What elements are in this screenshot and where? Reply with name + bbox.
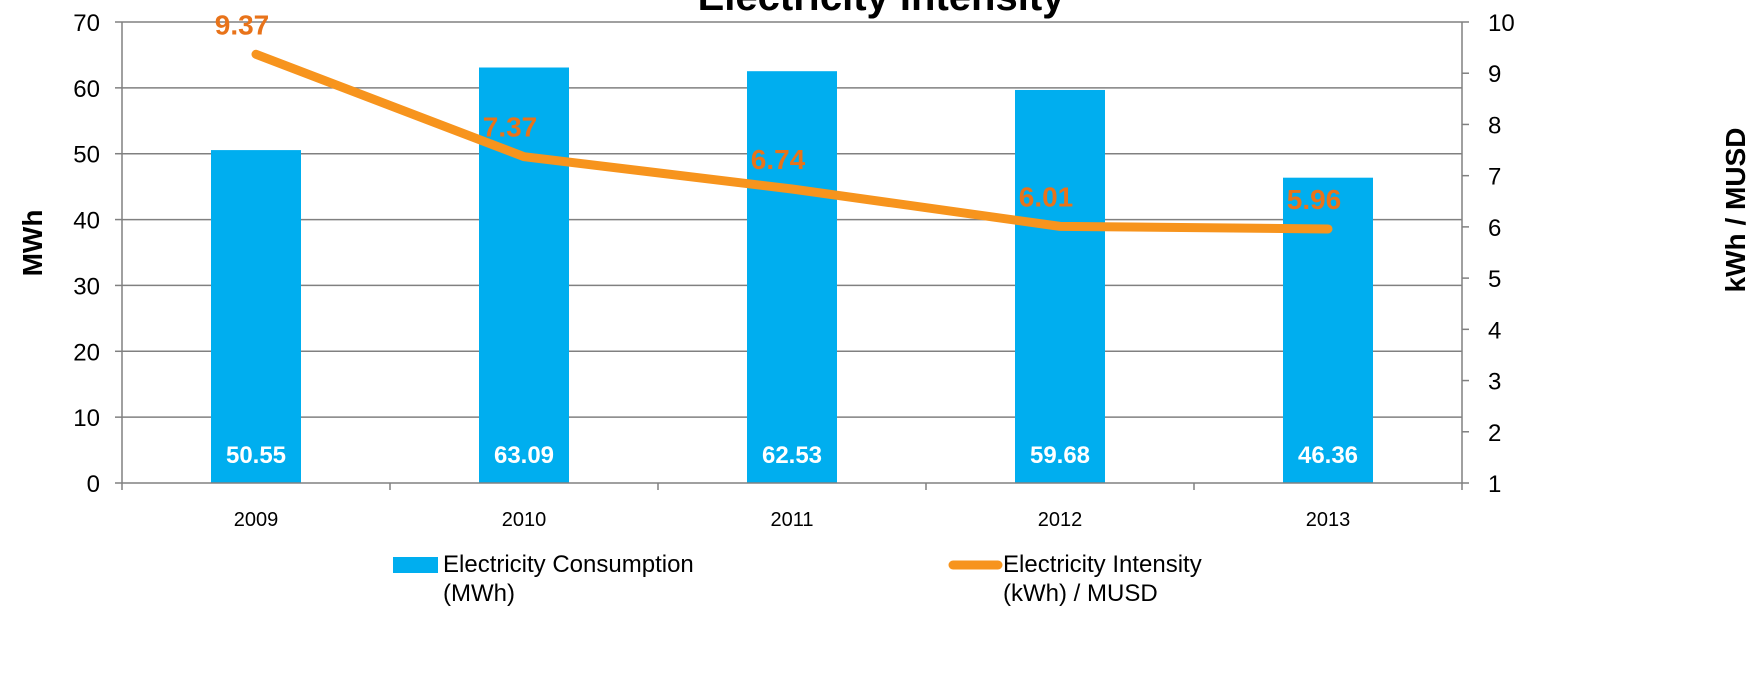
- y-axis-right-tick-label: 8: [1488, 112, 1501, 139]
- x-axis-tick-label: 2009: [234, 509, 279, 531]
- bar-data-label: 46.36: [1298, 442, 1358, 469]
- y-axis-left-title: MWh: [17, 210, 48, 277]
- line-data-label: 6.01: [1019, 181, 1074, 212]
- bar-data-label: 63.09: [494, 442, 554, 469]
- y-axis-right-tick-label: 3: [1488, 369, 1501, 396]
- line-series-path: [251, 49, 1333, 234]
- bar: [747, 71, 837, 483]
- legend-bar-label-2: (MWh): [443, 580, 515, 607]
- legend-line-label-1: Electricity Intensity: [1003, 551, 1202, 578]
- bar: [1283, 177, 1373, 483]
- bar-data-labels: 50.55 63.09 62.53 59.68 46.36: [226, 442, 1358, 469]
- y-axis-left-tick-label: 30: [73, 273, 100, 300]
- x-axis-tick-label: 2010: [502, 509, 547, 531]
- legend-line-label-2: (kWh) / MUSD: [1003, 580, 1158, 607]
- bar: [211, 150, 301, 483]
- x-axis-tick-label: 2013: [1306, 509, 1351, 531]
- chart-title: Electricity Intensity: [698, 0, 1066, 19]
- axes: [115, 21, 1469, 490]
- y-axis-right-tick-label: 6: [1488, 215, 1501, 242]
- line-data-label: 7.37: [483, 112, 538, 143]
- y-axis-right-title: kWh / MUSD: [1720, 128, 1751, 293]
- legend-bar-label-1: Electricity Consumption: [443, 551, 694, 578]
- line-series: [251, 49, 1333, 234]
- y-axis-right-ticks: 1 2 3 4 5 6 7 8 9 10: [1488, 10, 1515, 498]
- y-axis-left-tick-label: 40: [73, 208, 100, 235]
- line-data-label: 6.74: [751, 144, 806, 175]
- legend-bar-swatch: [393, 557, 438, 573]
- y-axis-right-tick-label: 9: [1488, 61, 1501, 88]
- line-data-labels: 9.37 7.37 6.74 6.01 5.96: [215, 9, 1342, 215]
- y-axis-left-tick-label: 60: [73, 76, 100, 103]
- y-axis-left-ticks: 0 10 20 30 40 50 60 70: [73, 10, 100, 498]
- x-axis-tick-label: 2012: [1038, 509, 1083, 531]
- bar-data-label: 59.68: [1030, 442, 1090, 469]
- y-axis-left-tick-label: 10: [73, 405, 100, 432]
- y-axis-right-tick-label: 4: [1488, 317, 1501, 344]
- bar: [479, 67, 569, 483]
- bar-series: [211, 67, 1373, 483]
- y-axis-right-tick-label: 5: [1488, 266, 1501, 293]
- y-axis-left-tick-label: 70: [73, 10, 100, 37]
- y-axis-left-tick-label: 0: [87, 471, 100, 498]
- legend: Electricity Consumption (MWh) Electricit…: [393, 551, 1202, 607]
- bar-data-label: 50.55: [226, 442, 286, 469]
- y-axis-left-tick-label: 50: [73, 142, 100, 169]
- bar: [1015, 89, 1105, 483]
- x-axis-tick-label: 2011: [770, 509, 813, 531]
- line-data-label: 9.37: [215, 9, 270, 40]
- y-axis-right-tick-label: 2: [1488, 420, 1501, 447]
- bar-data-label: 62.53: [762, 442, 822, 469]
- y-axis-right-tick-label: 7: [1488, 164, 1501, 191]
- y-axis-right-tick-label: 10: [1488, 10, 1515, 37]
- y-axis-left-tick-label: 20: [73, 339, 100, 366]
- x-axis-ticks: 2009 2010 2011 2012 2013: [234, 509, 1351, 531]
- y-axis-right-tick-label: 1: [1488, 471, 1501, 498]
- line-data-label: 5.96: [1287, 184, 1342, 215]
